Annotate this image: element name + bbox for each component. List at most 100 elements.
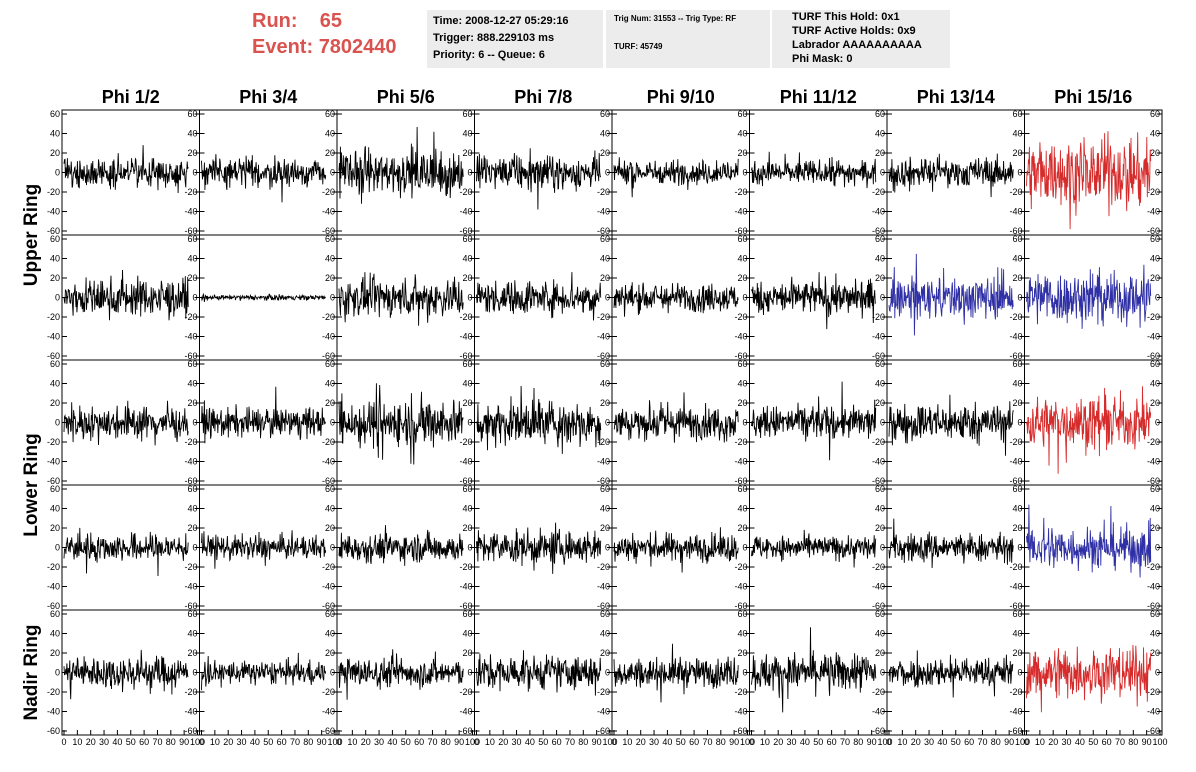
y-tick-label: 60 [1150,109,1160,119]
y-tick-label: -40 [47,707,60,717]
trig-num-text: Trig Num: 31553 -- Trig Type: RF [614,14,737,23]
x-tick-label: 40 [250,737,260,747]
y-tick-label: 0 [1017,668,1022,678]
y-tick-label: -60 [184,726,197,736]
x-tick-label: 40 [800,737,810,747]
y-tick-label: 0 [330,168,335,178]
turf-info-box: TURF This Hold: 0x1 TURF Active Holds: 0… [772,10,950,68]
y-tick-label: 20 [325,523,335,533]
y-tick-label: -20 [597,687,610,697]
waveform-trace [476,272,602,321]
y-tick-label: 0 [1155,418,1160,428]
y-tick-label: 0 [467,168,472,178]
y-tick-label: 20 [50,273,60,283]
y-tick-label: 0 [330,668,335,678]
y-tick-label: 60 [50,609,60,619]
y-tick-label: -20 [734,187,747,197]
y-tick-label: -60 [597,476,610,486]
y-tick-label: -60 [1147,726,1160,736]
y-tick-label: 60 [737,234,747,244]
waveform-trace [751,381,877,461]
x-tick-label: 40 [1075,737,1085,747]
y-tick-label: -40 [1147,582,1160,592]
x-tick-label: 30 [374,737,384,747]
y-tick-label: 40 [187,254,197,264]
y-tick-label: 20 [875,398,885,408]
y-tick-label: 40 [875,129,885,139]
y-tick-label: -40 [734,582,747,592]
x-tick-label: 0 [886,737,891,747]
y-tick-label: 20 [1150,398,1160,408]
y-tick-label: -60 [459,226,472,236]
column-label: Phi 9/10 [647,87,715,107]
y-tick-label: 20 [875,273,885,283]
y-tick-label: -40 [184,457,197,467]
y-tick-label: 0 [742,293,747,303]
y-tick-label: 40 [1012,129,1022,139]
y-tick-label: 60 [187,359,197,369]
y-tick-label: 20 [737,148,747,158]
y-tick-label: 0 [330,293,335,303]
y-tick-label: 20 [875,648,885,658]
y-tick-label: -60 [597,351,610,361]
y-tick-label: -20 [322,312,335,322]
waveform-trace [888,650,1014,698]
turf-text: TURF: 45749 [614,42,663,51]
y-tick-label: -20 [872,562,885,572]
y-tick-label: -20 [872,312,885,322]
x-tick-label: 90 [729,737,739,747]
y-tick-label: 60 [50,359,60,369]
y-tick-label: 40 [187,129,197,139]
y-tick-label: 0 [467,293,472,303]
x-tick-label: 100 [602,737,617,747]
waveform-trace [63,527,189,577]
y-tick-label: 60 [462,484,472,494]
y-tick-label: -40 [597,332,610,342]
x-tick-label: 90 [454,737,464,747]
y-tick-label: 0 [467,418,472,428]
x-tick-label: 30 [649,737,659,747]
x-tick-label: 20 [773,737,783,747]
y-tick-label: 0 [55,293,60,303]
y-tick-label: -60 [184,226,197,236]
x-tick-label: 50 [676,737,686,747]
y-tick-label: 20 [187,523,197,533]
y-tick-label: -40 [1147,457,1160,467]
y-tick-label: -60 [322,601,335,611]
y-tick-label: -60 [322,726,335,736]
waveform-trace [1026,644,1152,713]
x-tick-label: 0 [474,737,479,747]
x-tick-label: 30 [1062,737,1072,747]
y-tick-label: 0 [55,668,60,678]
y-tick-label: 40 [600,504,610,514]
y-tick-label: 60 [1012,359,1022,369]
y-tick-label: -60 [1009,601,1022,611]
y-tick-label: -40 [872,582,885,592]
waveform-trace [201,292,327,302]
run-line: Run: 65 [252,8,397,34]
waveform-trace [613,527,739,573]
y-tick-label: 20 [875,148,885,158]
x-tick-label: 80 [853,737,863,747]
y-tick-label: 0 [330,543,335,553]
y-tick-label: 20 [50,148,60,158]
y-tick-label: -40 [597,707,610,717]
x-tick-label: 10 [897,737,907,747]
y-tick-label: -20 [322,187,335,197]
x-tick-label: 50 [1088,737,1098,747]
labrador-text: Labrador AAAAAAAAAA [792,39,922,51]
y-tick-label: 0 [55,168,60,178]
y-tick-label: -60 [734,476,747,486]
y-tick-label: 60 [875,609,885,619]
y-tick-label: -20 [734,687,747,697]
y-tick-label: 0 [1155,293,1160,303]
y-tick-label: 20 [187,648,197,658]
y-tick-label: 40 [325,504,335,514]
x-tick-label: 60 [689,737,699,747]
y-tick-label: -60 [459,726,472,736]
x-tick-label: 100 [1015,737,1030,747]
y-tick-label: -40 [459,457,472,467]
y-tick-label: -20 [597,187,610,197]
x-tick-label: 70 [565,737,575,747]
y-tick-label: -40 [459,582,472,592]
